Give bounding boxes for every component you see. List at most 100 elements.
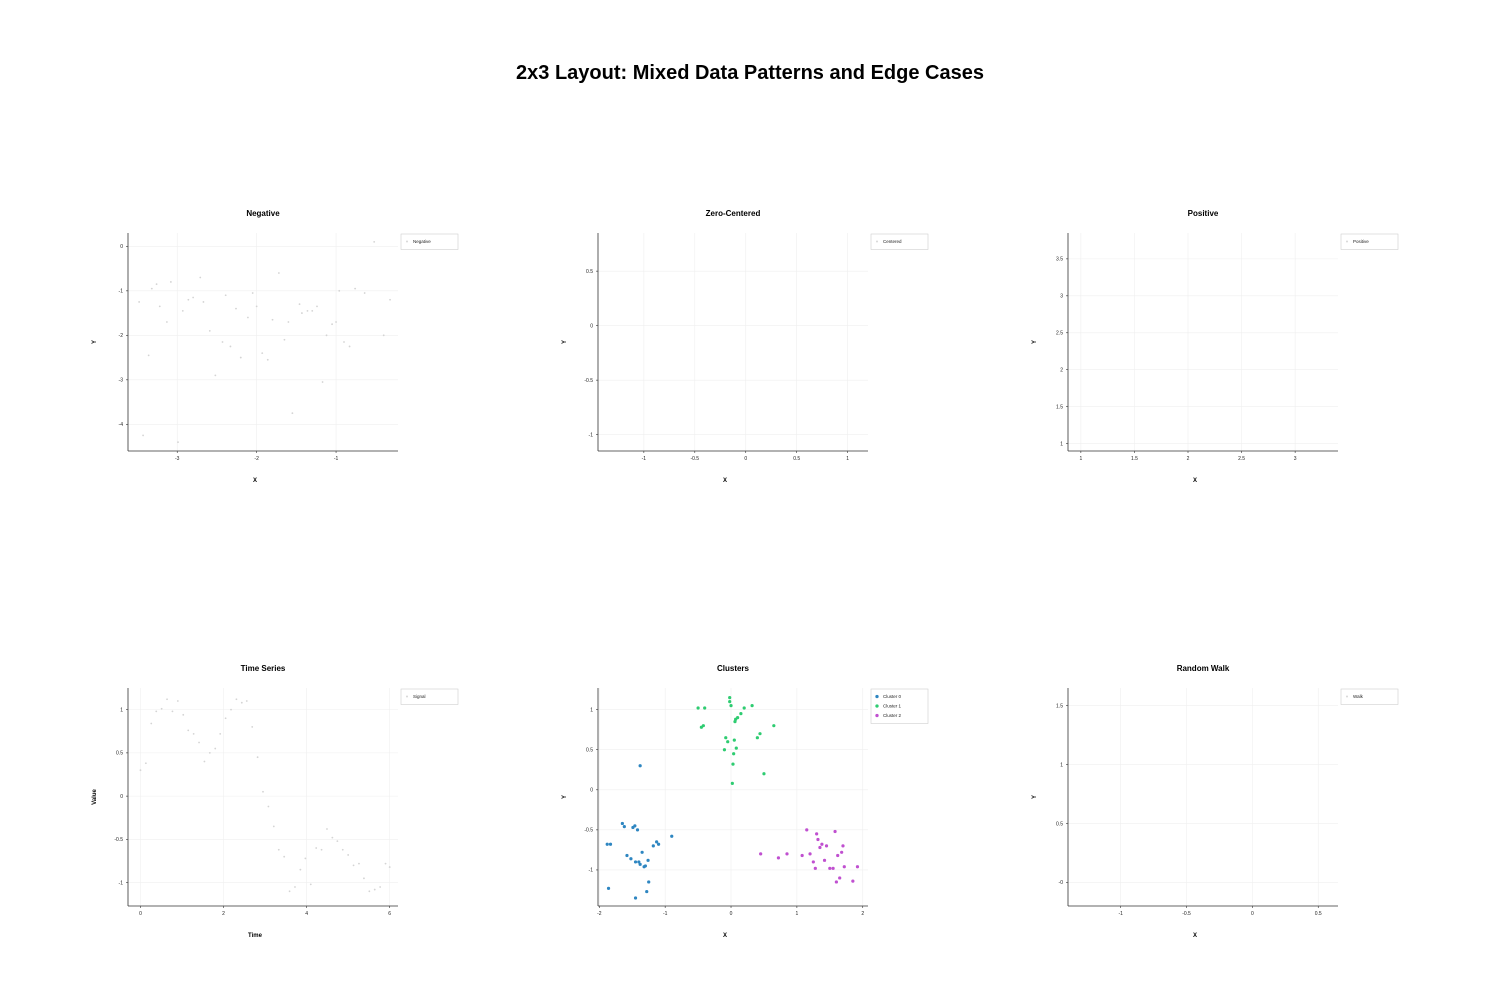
data-point [283,855,286,858]
data-point [808,852,812,856]
data-point [256,756,259,759]
data-point [224,294,227,297]
x-axis-label: X [723,478,727,484]
data-point [734,746,738,750]
y-tick-label: -2 [119,333,124,339]
data-point [703,706,707,710]
data-point [831,866,835,870]
data-point [820,842,824,846]
data-point [605,842,609,846]
legend-marker [1346,240,1348,243]
data-point [384,862,387,865]
data-point [645,889,649,894]
y-tick-label: 0.5 [1056,821,1063,827]
x-tick-label: -1 [1118,911,1123,917]
y-tick-label: 0.5 [586,748,593,754]
data-point [182,713,185,716]
data-point [203,760,206,763]
data-point [637,860,641,864]
series-signal [139,698,391,893]
chart-positive: Positive 1 1.5 2 2.5 3 3.5 3 2.5 2 1.5 1 X Y Positive [1032,209,1399,484]
legend-box [1340,688,1399,705]
data-point [208,751,211,754]
data-point [202,301,205,303]
x-tick-label: -3 [175,456,180,462]
data-point [800,853,804,858]
y-tick-label: 3 [1060,294,1063,300]
legend-marker [875,694,879,699]
chart-title: Random Walk [1177,664,1230,673]
data-point [836,853,840,858]
data-point [811,860,815,864]
data-point [160,707,163,710]
data-point [655,840,659,844]
x-tick-label: 0.5 [1315,911,1322,917]
data-point [166,698,168,701]
y-tick-label: 1.5 [1056,703,1063,709]
data-point [169,281,172,283]
x-tick-label: -1 [642,456,647,462]
data-point [633,860,638,864]
data-point [320,848,323,851]
x-tick-label: 0 [730,911,733,917]
data-point [833,829,837,834]
data-point [267,805,270,808]
y-tick-label: 0 [120,794,123,800]
y-tick-label: 0 [590,788,593,794]
y-tick-label: -0.5 [584,828,593,834]
data-point [277,272,280,274]
data-point [834,880,838,884]
data-point [240,701,243,704]
data-point [729,704,733,708]
data-point [277,848,280,851]
data-point [247,316,249,319]
x-tick-label: 1.5 [1131,456,1138,462]
data-point [261,352,264,355]
data-point [855,865,860,869]
y-axis-label: Y [562,795,568,799]
x-tick-label: 4 [305,911,308,917]
data-point [147,354,150,357]
legend-marker [1346,695,1348,698]
x-axis-label: X [1193,478,1197,484]
data-point [309,883,312,886]
x-tick-label: -2 [254,456,259,462]
data-point [171,710,174,713]
x-axis-label: X [253,478,257,484]
data-point [739,712,743,716]
x-axis-label: X [1193,933,1197,939]
legend-label: Cluster 0 [883,694,902,699]
data-point [818,845,822,850]
x-tick-label: 2 [861,911,864,917]
data-point [608,842,613,846]
data-point [138,301,141,303]
data-point [842,865,846,869]
data-point [776,856,781,860]
data-point [301,312,303,314]
chart-time-series: Time Series 0 2 4 6 1 0.5 0 -0.5 -1 Time Value Signa… [92,664,459,939]
data-point [271,318,274,321]
data-point [224,717,227,720]
x-tick-label: 6 [388,911,391,917]
data-point [382,334,385,337]
data-point [762,772,766,776]
data-point [262,790,264,793]
data-point [731,762,735,766]
y-tick-label: 3.5 [1056,257,1063,263]
data-point [283,338,286,341]
data-point [841,844,845,848]
data-point [622,825,626,829]
data-point [373,240,376,243]
y-tick-label: 1 [120,707,123,713]
data-point [144,762,147,765]
x-tick-label: 2 [1187,456,1190,462]
chart-random-walk: Random Walk -1 -0.5 0 0.5 1.5 1 0.5 -0 X Y Walk [1032,664,1399,939]
data-point [311,309,314,312]
x-tick-label: 1 [795,911,798,917]
data-point [139,769,142,772]
legend-box [1340,233,1399,250]
legend-label: Cluster 1 [883,704,902,709]
data-point [750,704,754,708]
y-tick-label: 0 [120,244,123,250]
y-tick-label: -3 [119,378,124,384]
